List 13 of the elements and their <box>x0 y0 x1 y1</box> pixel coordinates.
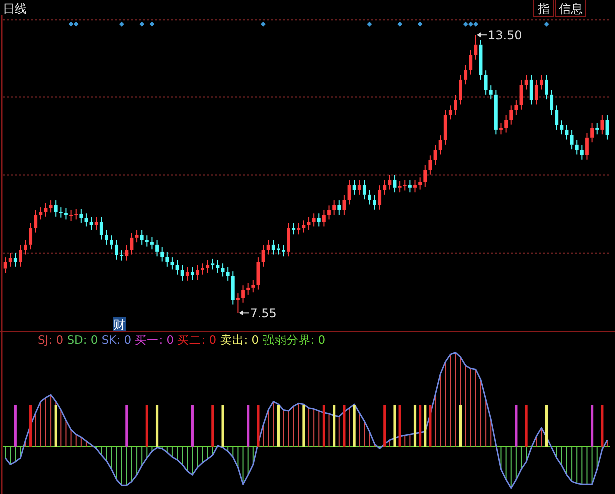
annotation: 信息 <box>559 2 583 16</box>
text: 买二: 0 <box>178 333 220 347</box>
chart-title: 日线 <box>3 2 27 16</box>
annotation: 指 <box>537 2 550 16</box>
text: 卖出: 0 <box>220 333 263 347</box>
text: SJ: 0 <box>38 333 68 347</box>
annotation: 13.50 <box>488 28 522 43</box>
text: SK: 0 <box>102 333 136 347</box>
ref-line-label: 强弱分界: 0 <box>262 333 326 347</box>
text: SD: 0 <box>67 333 102 347</box>
annotation: 财 <box>114 318 126 332</box>
annotation: 7.55 <box>250 306 277 321</box>
text: 买一: 0 <box>135 333 178 347</box>
